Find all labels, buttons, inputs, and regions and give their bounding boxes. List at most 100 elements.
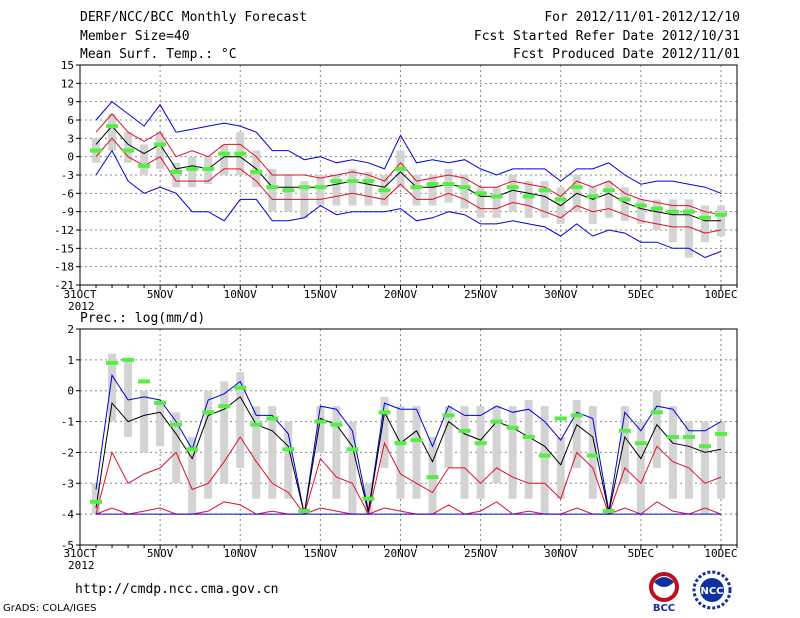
temperature-ytick-label: -6 <box>61 187 74 200</box>
temperature-observed-marker <box>138 163 151 168</box>
source-url[interactable]: http://cmdp.ncc.cma.gov.cn <box>75 582 279 597</box>
precipitation-observed-marker <box>346 447 359 452</box>
temperature-observed-marker <box>426 182 439 187</box>
temperature-member-bar <box>684 199 693 258</box>
temperature-observed-marker <box>186 166 199 171</box>
precipitation-observed-marker <box>538 453 551 458</box>
fcst-started-label: Fcst Started Refer Date 2012/10/31 <box>473 29 740 44</box>
precipitation-member-bar <box>220 381 229 484</box>
temperature-xtick-label: 5DEC <box>628 288 655 301</box>
precipitation-observed-marker <box>362 496 375 501</box>
precipitation-xtick-label: 10NOV <box>224 547 257 560</box>
precipitation-observed-marker <box>282 447 295 452</box>
precipitation-member-bar <box>172 412 181 484</box>
precipitation-observed-marker <box>698 444 711 449</box>
precipitation-xtick-label: 25NOV <box>464 547 497 560</box>
precipitation-ytick-label: 1 <box>67 354 74 367</box>
precipitation-ytick-label: 0 <box>67 385 74 398</box>
precipitation-member-bar <box>700 421 709 515</box>
temperature-observed-marker <box>538 188 551 193</box>
temperature-observed-marker <box>330 179 343 184</box>
precipitation-ytick-label: 2 <box>67 323 74 336</box>
temperature-series-lower <box>95 137 722 234</box>
temperature-member-bar <box>172 162 181 188</box>
precipitation-member-bar <box>476 406 485 499</box>
forecast-period-label: For 2012/11/01-2012/12/10 <box>544 10 740 25</box>
precipitation-observed-marker <box>218 404 231 409</box>
precipitation-observed-marker <box>634 441 647 446</box>
precipitation-member-bar <box>716 421 725 499</box>
precipitation-observed-marker <box>154 401 167 406</box>
temperature-member-bar <box>636 199 645 224</box>
temperature-member-bar <box>140 144 149 175</box>
temperature-ytick-label: 12 <box>61 77 74 90</box>
temperature-observed-marker <box>170 169 183 174</box>
temperature-observed-marker <box>234 151 247 156</box>
temperature-member-bar <box>364 171 373 206</box>
temperature-member-bar <box>524 181 533 218</box>
precipitation-observed-marker <box>90 499 103 504</box>
precipitation-observed-marker <box>410 438 423 443</box>
temperature-observed-marker <box>458 185 471 190</box>
temperature-observed-marker <box>378 188 391 193</box>
precipitation-observed-marker <box>122 357 135 362</box>
temperature-series-mean <box>95 125 721 222</box>
temperature-observed-marker <box>250 169 263 174</box>
precipitation-member-bar <box>492 406 501 484</box>
temperature-observed-marker <box>506 185 519 190</box>
temperature-observed-marker <box>282 188 295 193</box>
precipitation-observed-marker <box>602 509 615 514</box>
precipitation-observed-marker <box>490 419 503 424</box>
temperature-ytick-label: 9 <box>67 96 74 109</box>
temperature-member-bar <box>428 175 437 206</box>
temperature-ytick-label: -9 <box>61 206 74 219</box>
precipitation-ytick-label: -1 <box>61 416 74 429</box>
precipitation-member-bar <box>156 399 165 447</box>
temperature-ytick-label: -15 <box>54 242 74 255</box>
precipitation-observed-marker <box>570 413 583 418</box>
precipitation-member-bar <box>588 406 597 499</box>
precipitation-ytick-label: -2 <box>61 446 74 459</box>
temperature-series-max <box>95 101 722 194</box>
temperature-observed-marker <box>634 203 647 208</box>
temperature-observed-marker <box>298 185 311 190</box>
temperature-observed-marker <box>586 194 599 199</box>
precipitation-observed-marker <box>650 410 663 415</box>
precipitation-member-bar <box>572 399 581 468</box>
precipitation-ytick-label: -5 <box>61 539 74 552</box>
temperature-member-bar <box>412 175 421 206</box>
temperature-ytick-label: 6 <box>67 114 74 127</box>
temperature-observed-marker <box>106 124 119 129</box>
temperature-member-bar <box>700 205 709 243</box>
precipitation-observed-marker <box>458 428 471 433</box>
temperature-observed-marker <box>698 215 711 220</box>
precipitation-ytick-label: -4 <box>61 508 75 521</box>
precipitation-member-bar <box>444 406 453 468</box>
precipitation-observed-marker <box>682 435 695 439</box>
precipitation-member-bar <box>620 406 629 484</box>
temperature-observed-marker <box>490 194 503 199</box>
temperature-member-bar <box>108 113 117 151</box>
temperature-ytick-label: 15 <box>61 59 74 72</box>
precipitation-observed-marker <box>170 422 183 427</box>
precipitation-observed-marker <box>266 416 279 421</box>
temperature-member-bar <box>476 187 485 218</box>
temperature-xtick-label: 30NOV <box>544 288 577 301</box>
temperature-ytick-label: -18 <box>54 261 74 274</box>
precipitation-member-bar <box>348 421 357 515</box>
precipitation-member-bar <box>332 406 341 499</box>
temperature-observed-marker <box>154 142 167 147</box>
temperature-xtick-label: 25NOV <box>464 288 497 301</box>
precipitation-xtick-label: 30NOV <box>544 547 577 560</box>
temperature-observed-marker <box>410 185 423 190</box>
temperature-member-bar <box>604 181 613 218</box>
precipitation-observed-marker <box>618 428 631 433</box>
temperature-series-upper <box>95 113 722 216</box>
temperature-member-bar <box>492 187 501 218</box>
precipitation-observed-marker <box>522 435 535 439</box>
temperature-member-bar <box>124 132 133 163</box>
precipitation-member-bar <box>412 406 421 499</box>
precipitation-observed-marker <box>394 441 407 446</box>
temperature-ytick-label: -12 <box>54 224 74 237</box>
